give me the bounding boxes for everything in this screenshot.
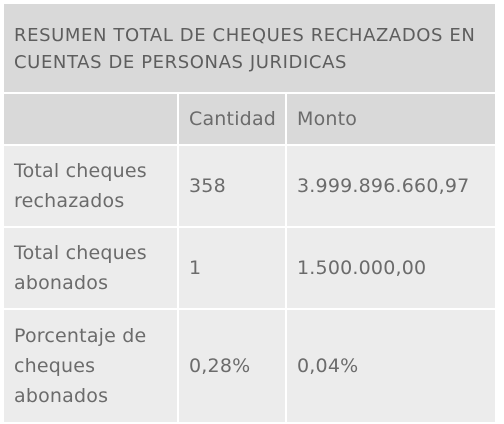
summary-table: RESUMEN TOTAL DE CHEQUES RECHAZADOS EN C…: [2, 2, 497, 424]
column-header-row: Cantidad Monto: [2, 92, 497, 146]
cell-monto: 1.500.000,00: [285, 226, 497, 310]
table-row: Porcentaje de cheques abonados 0,28% 0,0…: [2, 308, 497, 424]
cell-monto: 0,04%: [285, 308, 497, 424]
row-label: Total cheques rechazados: [2, 144, 179, 228]
row-label: Porcentaje de cheques abonados: [2, 308, 179, 424]
column-header-monto: Monto: [285, 92, 497, 146]
table-title: RESUMEN TOTAL DE CHEQUES RECHAZADOS EN C…: [2, 2, 497, 94]
row-label: Total cheques abonados: [2, 226, 179, 310]
table-row: Total cheques abonados 1 1.500.000,00: [2, 226, 497, 310]
title-row: RESUMEN TOTAL DE CHEQUES RECHAZADOS EN C…: [2, 2, 497, 94]
cell-cantidad: 358: [177, 144, 287, 228]
cell-monto: 3.999.896.660,97: [285, 144, 497, 228]
cell-cantidad: 0,28%: [177, 308, 287, 424]
column-header-empty: [2, 92, 179, 146]
cell-cantidad: 1: [177, 226, 287, 310]
table-row: Total cheques rechazados 358 3.999.896.6…: [2, 144, 497, 228]
column-header-cantidad: Cantidad: [177, 92, 287, 146]
